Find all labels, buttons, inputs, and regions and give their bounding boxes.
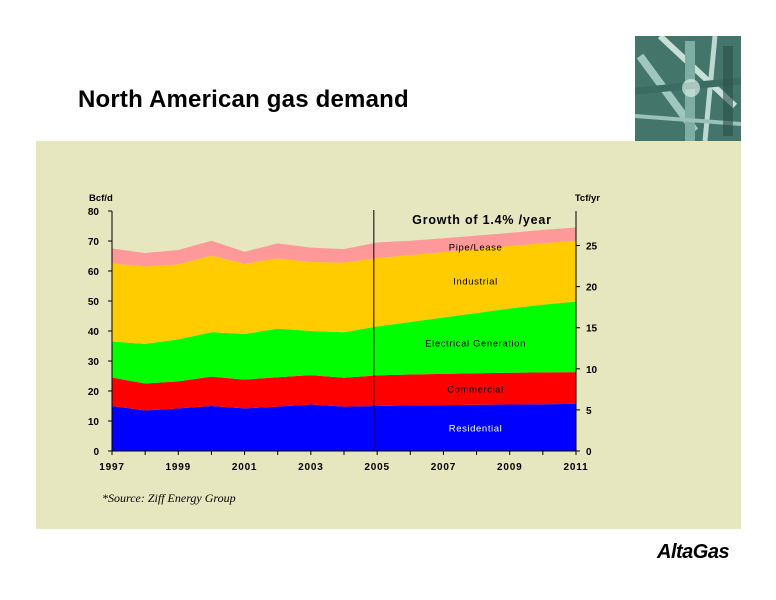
y-right-tick-label: 5 [586,406,592,417]
y-right-tick-label: 0 [586,447,592,458]
y-right-tick-label: 20 [586,283,598,294]
y-left-tick-label: 0 [93,447,99,458]
y-right-tick-label: 15 [586,324,598,335]
y-left-tick-label: 40 [88,327,100,338]
x-tick-label: 2011 [564,462,589,473]
slide-title: North American gas demand [78,86,409,113]
y-right-tick-label: 25 [586,242,598,253]
series-label-industrial: Industrial [453,277,498,288]
area-pipe-lease [112,227,576,267]
growth-annotation: Growth of 1.4% /year [412,213,552,227]
x-tick-label: 1997 [99,462,124,473]
x-tick-label: 2009 [497,462,522,473]
y-left-tick-label: 10 [88,417,100,428]
pipes-photo-image [635,36,741,141]
source-note: *Source: Ziff Energy Group [102,491,236,505]
x-tick-label: 1999 [166,462,191,473]
x-tick-label: 2003 [298,462,323,473]
y-right-axis-label: Tcf/yr [575,193,600,204]
y-left-tick-label: 30 [88,357,100,368]
y-left-tick-label: 80 [88,207,100,218]
x-tick-label: 2001 [232,462,257,473]
series-label-residential: Residential [449,423,503,434]
y-right-tick-label: 10 [586,365,598,376]
series-label-electrical-generation: Electrical Generation [425,339,526,350]
x-tick-label: 2007 [431,462,456,473]
area-residential [112,403,576,451]
y-left-tick-label: 60 [88,267,100,278]
y-left-tick-label: 20 [88,387,100,398]
y-left-axis-label: Bcf/d [89,193,113,204]
series-label-commercial: Commercial [447,385,504,396]
area-commercial [112,372,576,411]
y-left-tick-label: 50 [88,297,100,308]
y-left-tick-label: 70 [88,237,100,248]
altagas-logo: AltaGas [657,541,730,563]
area-industrial [112,240,576,344]
area-electrical-generation [112,301,576,384]
series-label-pipe-lease: Pipe/Lease [449,242,503,253]
x-tick-label: 2005 [364,462,389,473]
